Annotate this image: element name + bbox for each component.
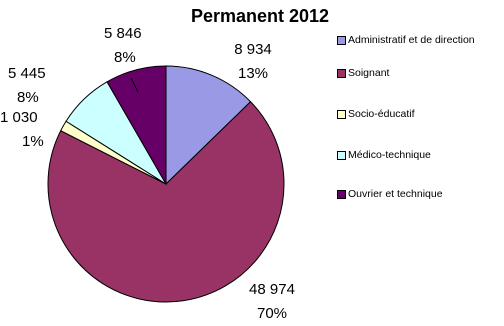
- pie-slice-ouvrier: [106, 65, 167, 186]
- pie-slice-soignant: [47, 101, 285, 303]
- leader-line-ouvrier: [130, 77, 139, 93]
- legend-swatch: [337, 109, 346, 119]
- legend-swatch: [337, 68, 346, 78]
- data-label-soignant: 48 974 70%: [232, 278, 312, 326]
- data-label-administratif: 8 934 13%: [218, 38, 288, 86]
- legend-swatch: [337, 35, 346, 45]
- data-label-percent: 70%: [256, 305, 288, 322]
- data-label-value: 5 846: [104, 25, 142, 42]
- data-label-percent: 1%: [22, 133, 44, 150]
- legend-label: Soignant: [348, 67, 390, 79]
- data-label-ouvrier: 5 846 8%: [104, 22, 164, 70]
- data-label-percent: 8%: [114, 49, 136, 66]
- pie-slices: [47, 65, 285, 303]
- legend-label: Administratif et de direction: [348, 34, 475, 46]
- legend-item: Socio-éducatif: [337, 107, 415, 121]
- data-label-value: 48 974: [249, 281, 295, 298]
- data-label-percent: 8%: [17, 89, 39, 106]
- legend-label: Médico-technique: [348, 149, 431, 161]
- data-label-value: 1 030: [0, 109, 38, 126]
- legend-item: Médico-technique: [337, 148, 431, 162]
- data-label-value: 5 445: [8, 65, 46, 82]
- legend-item: Ouvrier et technique: [337, 187, 443, 201]
- legend-item: Administratif et de direction: [337, 33, 475, 47]
- legend-swatch: [337, 150, 346, 160]
- data-label-medico-technique: 5 445 8%: [8, 62, 78, 110]
- data-label-socio-educatif: 1 030 1%: [0, 106, 70, 154]
- legend-label: Ouvrier et technique: [348, 188, 443, 200]
- chart-title: Permanent 2012: [190, 6, 330, 26]
- legend-swatch: [337, 189, 346, 199]
- legend-item: Soignant: [337, 66, 389, 80]
- legend-label: Socio-éducatif: [348, 108, 415, 120]
- pie-slice-administratif: [165, 65, 252, 186]
- data-label-percent: 13%: [237, 65, 269, 82]
- data-label-value: 8 934: [234, 41, 272, 58]
